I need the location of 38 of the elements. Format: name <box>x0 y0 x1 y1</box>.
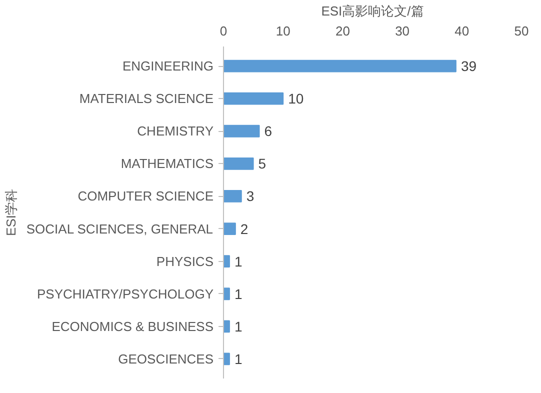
bar <box>224 124 260 138</box>
x-tick-label: 0 <box>220 24 228 38</box>
y-tick-label: MATERIALS SCIENCE <box>79 91 214 106</box>
data-label: 3 <box>246 188 254 204</box>
data-label: 39 <box>460 58 477 74</box>
x-tick-label: 10 <box>276 24 290 38</box>
bar <box>224 157 254 170</box>
bar <box>224 222 236 235</box>
bar <box>224 288 230 300</box>
bar <box>224 320 230 333</box>
x-tick-label: 30 <box>395 24 410 38</box>
data-label: 1 <box>234 318 242 334</box>
y-tick-label: GEOSCIENCES <box>118 351 214 366</box>
y-tick-label: ENGINEERING <box>122 58 214 74</box>
bar <box>224 190 242 202</box>
bar <box>224 92 284 105</box>
data-label: 10 <box>288 90 304 107</box>
data-label: 1 <box>234 253 242 270</box>
bar <box>224 255 230 268</box>
y-tick-label: PHYSICS <box>156 254 214 269</box>
x-tick-label: 40 <box>454 24 470 38</box>
x-tick-label: 20 <box>335 24 350 38</box>
x-axis-title: ESI高影响论文/篇 <box>321 4 424 18</box>
y-tick-label: ECONOMICS & BUSINESS <box>52 318 214 334</box>
data-label: 2 <box>240 220 248 237</box>
y-tick-label: SOCIAL SCIENCES, GENERAL <box>26 221 214 236</box>
data-label: 5 <box>258 156 266 172</box>
y-tick-label: MATHEMATICS <box>120 156 214 172</box>
bar <box>224 60 456 72</box>
y-tick-label: CHEMISTRY <box>137 124 214 139</box>
x-tick-label: 50 <box>514 24 529 38</box>
data-label: 1 <box>234 286 242 302</box>
y-tick-label: PSYCHIATRY/PSYCHOLOGY <box>36 286 214 302</box>
data-label: 6 <box>264 123 272 140</box>
y-axis-title: ESI学科 <box>3 189 18 236</box>
data-label: 1 <box>234 350 242 367</box>
y-tick-label: COMPUTER SCIENCE <box>78 188 214 204</box>
bar <box>224 352 230 366</box>
